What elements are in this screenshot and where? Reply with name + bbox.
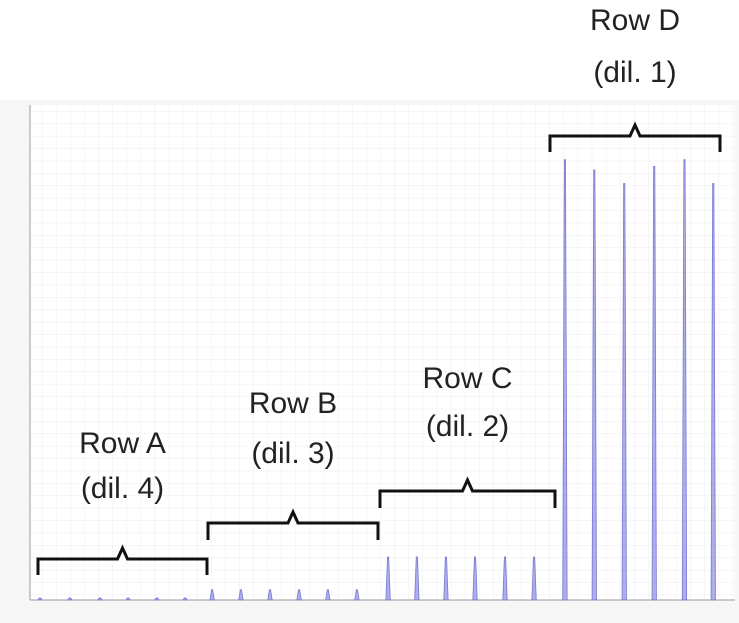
peak bbox=[681, 159, 688, 601]
annotation-label: (dil. 1) bbox=[593, 56, 676, 89]
peak bbox=[36, 597, 44, 601]
peak bbox=[66, 597, 73, 601]
peak bbox=[267, 589, 273, 601]
bracket bbox=[36, 544, 209, 575]
peak bbox=[153, 597, 160, 601]
peak bbox=[209, 589, 215, 601]
annotation-label: Row B bbox=[249, 387, 337, 420]
peak bbox=[325, 589, 331, 601]
bracket bbox=[548, 121, 722, 152]
peak bbox=[651, 166, 657, 601]
bracket bbox=[206, 508, 380, 540]
grid bbox=[30, 105, 735, 600]
peak bbox=[125, 597, 132, 601]
annotation-label: Row C bbox=[422, 362, 512, 395]
peak bbox=[296, 589, 302, 601]
peak bbox=[562, 159, 568, 601]
peak bbox=[354, 589, 360, 601]
peak bbox=[621, 183, 627, 601]
annotation-label: (dil. 2) bbox=[426, 410, 509, 443]
annotation-label: (dil. 4) bbox=[81, 472, 164, 505]
peak bbox=[531, 556, 537, 601]
brackets bbox=[36, 121, 722, 575]
peak bbox=[238, 589, 244, 601]
peak bbox=[443, 556, 449, 601]
annotation-label: Row A bbox=[79, 427, 166, 460]
peak bbox=[591, 169, 597, 601]
peak bbox=[96, 597, 103, 601]
peak bbox=[385, 556, 391, 601]
peak bbox=[502, 556, 508, 601]
annotation-label: (dil. 3) bbox=[251, 437, 334, 470]
peak bbox=[182, 597, 189, 601]
peak bbox=[414, 556, 420, 601]
annotation-label: Row D bbox=[590, 4, 680, 37]
peak bbox=[472, 556, 478, 601]
peak bbox=[710, 183, 716, 601]
bracket bbox=[378, 476, 557, 508]
